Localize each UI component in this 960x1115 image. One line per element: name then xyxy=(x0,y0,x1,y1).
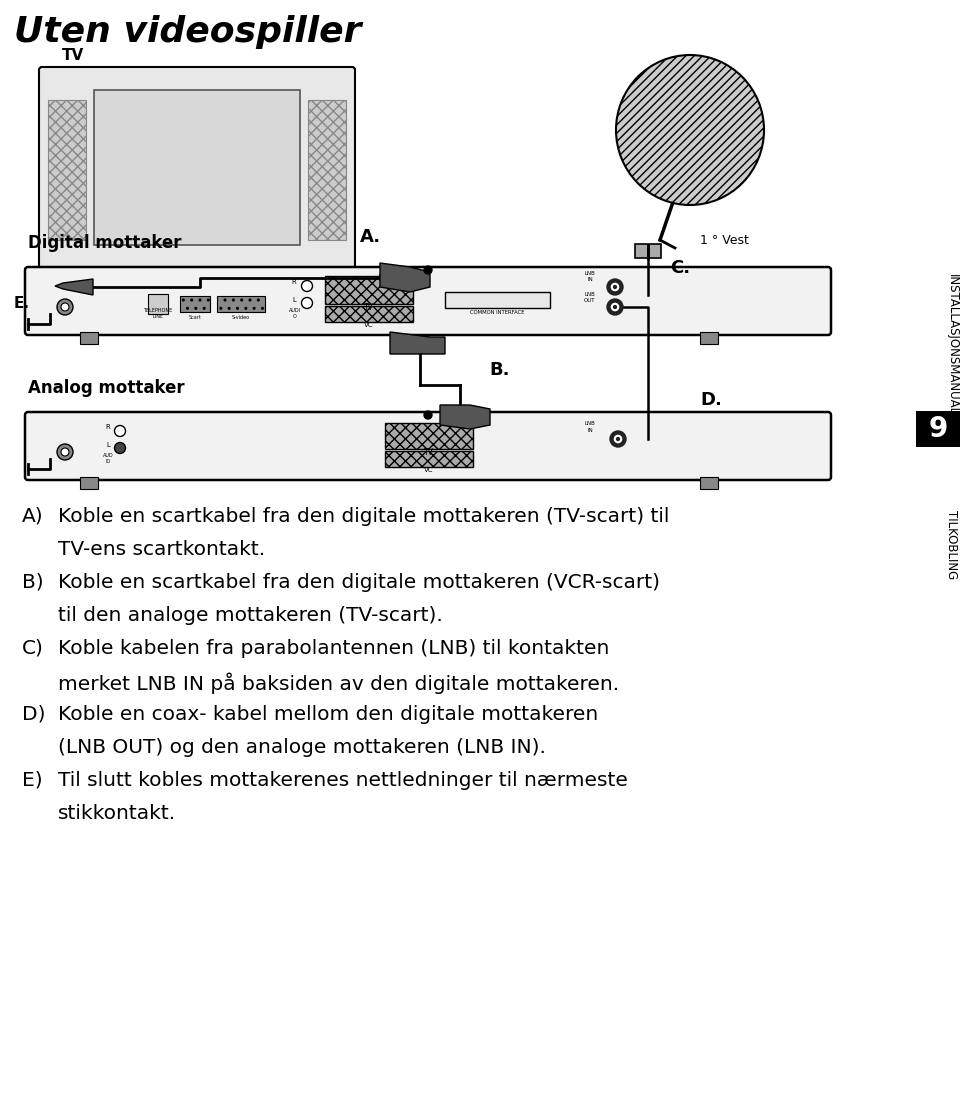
Text: stikkontakt.: stikkontakt. xyxy=(58,804,176,823)
Text: TELEPHONE
LINE: TELEPHONE LINE xyxy=(143,308,173,319)
Bar xyxy=(325,277,413,304)
Text: TV-ens scartkontakt.: TV-ens scartkontakt. xyxy=(58,540,265,559)
Circle shape xyxy=(114,443,126,454)
Circle shape xyxy=(612,303,618,311)
Circle shape xyxy=(57,444,73,460)
Bar xyxy=(385,423,473,449)
Text: B): B) xyxy=(22,573,43,592)
Text: Digital mottaker: Digital mottaker xyxy=(28,234,181,252)
Text: C): C) xyxy=(22,639,44,658)
Text: Koble kabelen fra parabolantennen (LNB) til kontakten: Koble kabelen fra parabolantennen (LNB) … xyxy=(58,639,610,658)
Text: D): D) xyxy=(22,705,45,724)
Text: TV: TV xyxy=(424,448,434,457)
Text: 1 ° Vest: 1 ° Vest xyxy=(700,233,749,246)
Text: Koble en scartkabel fra den digitale mottakeren (VCR-scart): Koble en scartkabel fra den digitale mot… xyxy=(58,573,660,592)
Text: L: L xyxy=(106,442,110,448)
Text: 9: 9 xyxy=(928,415,948,443)
FancyBboxPatch shape xyxy=(25,413,831,479)
Circle shape xyxy=(61,303,69,311)
Polygon shape xyxy=(390,332,445,353)
Text: COMMON INTERFACE: COMMON INTERFACE xyxy=(469,310,524,316)
Circle shape xyxy=(610,432,626,447)
Polygon shape xyxy=(440,405,490,429)
Text: R: R xyxy=(292,279,297,285)
Text: Koble en scartkabel fra den digitale mottakeren (TV-scart) til: Koble en scartkabel fra den digitale mot… xyxy=(58,507,669,526)
Bar xyxy=(385,450,473,467)
Text: Uten videospiller: Uten videospiller xyxy=(14,14,362,49)
Bar xyxy=(94,90,300,245)
Circle shape xyxy=(424,266,432,274)
Bar xyxy=(48,100,86,240)
Text: E.: E. xyxy=(14,297,30,311)
Text: merket LNB IN på baksiden av den digitale mottakeren.: merket LNB IN på baksiden av den digital… xyxy=(58,672,619,694)
Bar xyxy=(180,295,210,312)
Circle shape xyxy=(613,306,616,309)
Text: INSTALLASJONSMANUAL: INSTALLASJONSMANUAL xyxy=(946,274,958,416)
Circle shape xyxy=(607,279,623,295)
Polygon shape xyxy=(380,263,430,292)
Circle shape xyxy=(301,298,313,309)
Bar xyxy=(445,292,550,308)
Text: IN: IN xyxy=(588,428,593,433)
Bar xyxy=(700,332,718,345)
Circle shape xyxy=(61,448,69,456)
Circle shape xyxy=(114,426,126,436)
FancyBboxPatch shape xyxy=(25,266,831,334)
Bar xyxy=(148,294,168,314)
Text: B.: B. xyxy=(490,361,511,379)
Text: OUT: OUT xyxy=(585,298,596,303)
Bar xyxy=(80,332,98,345)
Text: E): E) xyxy=(22,770,42,791)
FancyBboxPatch shape xyxy=(39,67,355,273)
Text: (LNB OUT) og den analoge mottakeren (LNB IN).: (LNB OUT) og den analoge mottakeren (LNB… xyxy=(58,738,546,757)
Text: LNB: LNB xyxy=(585,421,595,426)
Text: LNB: LNB xyxy=(585,271,595,277)
Bar xyxy=(325,306,413,322)
Text: L: L xyxy=(292,297,296,303)
Text: A): A) xyxy=(22,507,43,526)
Circle shape xyxy=(614,435,622,443)
Text: AUD
IO: AUD IO xyxy=(103,453,113,464)
Circle shape xyxy=(57,299,73,316)
Text: R: R xyxy=(106,424,110,430)
Bar xyxy=(80,477,98,489)
Text: S-video: S-video xyxy=(232,316,250,320)
Text: TILKOBLING: TILKOBLING xyxy=(946,511,958,580)
Circle shape xyxy=(301,281,313,291)
Text: Koble en coax- kabel mellom den digitale mottakeren: Koble en coax- kabel mellom den digitale… xyxy=(58,705,598,724)
Bar xyxy=(308,100,346,240)
Text: AUDI
O: AUDI O xyxy=(289,308,301,319)
Ellipse shape xyxy=(616,55,764,205)
Text: VC: VC xyxy=(364,322,373,328)
Bar xyxy=(916,411,960,447)
Text: TV: TV xyxy=(62,48,84,64)
Text: IN: IN xyxy=(588,277,593,282)
Text: A.: A. xyxy=(359,227,380,246)
Circle shape xyxy=(613,285,616,289)
Circle shape xyxy=(616,437,619,440)
Text: TV: TV xyxy=(364,303,374,312)
Text: til den analoge mottakeren (TV-scart).: til den analoge mottakeren (TV-scart). xyxy=(58,605,443,626)
Bar xyxy=(635,244,661,258)
Polygon shape xyxy=(55,279,93,295)
Text: D.: D. xyxy=(700,391,722,409)
Circle shape xyxy=(424,411,432,419)
Text: VC: VC xyxy=(424,467,434,473)
Circle shape xyxy=(607,299,623,316)
Text: Analog mottaker: Analog mottaker xyxy=(28,379,184,397)
Circle shape xyxy=(612,283,618,291)
Bar xyxy=(700,477,718,489)
Text: LNB: LNB xyxy=(585,292,595,297)
Text: Til slutt kobles mottakerenes nettledninger til nærmeste: Til slutt kobles mottakerenes nettlednin… xyxy=(58,770,628,791)
Text: C.: C. xyxy=(670,259,690,277)
Text: Scart: Scart xyxy=(188,316,202,320)
Bar xyxy=(217,295,265,312)
